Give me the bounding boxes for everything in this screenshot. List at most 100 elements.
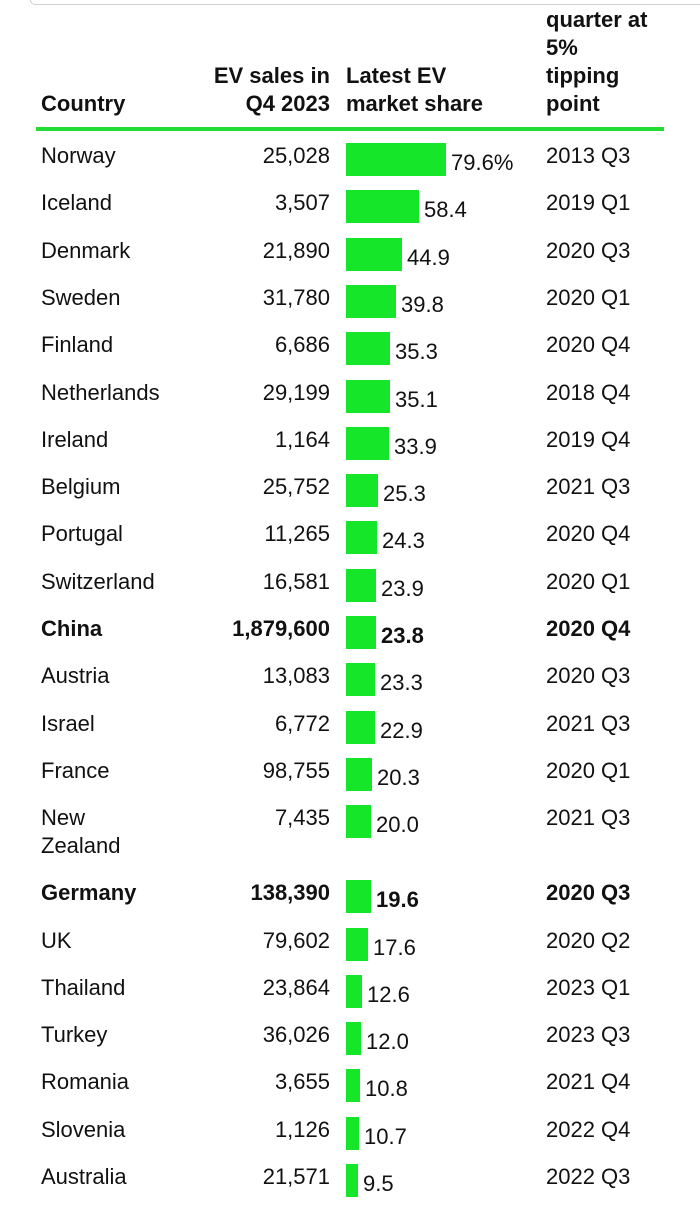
country-cell: New Zealand (41, 805, 121, 859)
tipping-point-cell: 2020 Q1 (546, 284, 631, 310)
country-cell: Austria (41, 663, 110, 689)
table-row: Australia 21,571 9.5 2022 Q3 (0, 1161, 700, 1208)
ev-sales-cell: 6,686 (274, 332, 330, 358)
ev-sales-cell: 1,164 (274, 426, 330, 452)
market-share-label: 10.8 (365, 1076, 408, 1102)
table-row: China 1,879,600 23.8 2020 Q4 (0, 613, 700, 660)
country-cell: UK (41, 927, 72, 953)
tipping-point-cell: 2013 Q3 (546, 143, 631, 168)
market-share-bar (346, 1164, 358, 1197)
market-share-label: 22.9 (380, 717, 423, 743)
market-share-label: 23.9 (381, 575, 424, 601)
market-share-label: 19.6 (376, 887, 419, 913)
tipping-point-cell: 2020 Q4 (546, 332, 631, 358)
tipping-point-cell: 2020 Q2 (546, 927, 631, 953)
market-share-bar (346, 663, 375, 697)
tipping-point-cell: 2019 Q1 (546, 190, 631, 216)
country-cell: Sweden (41, 284, 121, 310)
ev-sales-cell: 36,026 (262, 1022, 330, 1048)
market-share-bar (346, 190, 419, 224)
table-row: Switzerland 16,581 23.9 2020 Q1 (0, 566, 700, 613)
table-row: Denmark 21,890 44.9 2020 Q3 (0, 235, 700, 282)
market-share-bar (346, 521, 377, 555)
market-share-bar (346, 616, 376, 649)
market-share-label: 17.6 (373, 934, 416, 960)
ev-sales-cell: 138,390 (250, 880, 330, 906)
tipping-point-cell: 2020 Q4 (546, 616, 631, 641)
tipping-point-cell: 2019 Q4 (546, 426, 631, 452)
market-share-label: 58.4 (424, 197, 467, 223)
ev-sales-cell: 21,571 (262, 1164, 330, 1189)
table-row: Netherlands 29,199 35.1 2018 Q4 (0, 377, 700, 424)
country-cell: Belgium (41, 474, 121, 500)
table-row: Sweden 31,780 39.8 2020 Q1 (0, 282, 700, 329)
country-cell: Ireland (41, 426, 109, 452)
table-row: Romania 3,655 10.8 2021 Q4 (0, 1066, 700, 1113)
tipping-point-cell: 2021 Q3 (546, 474, 631, 500)
ev-sales-cell: 7,435 (274, 805, 330, 831)
market-share-bar (346, 805, 371, 839)
ev-sales-cell: 13,083 (262, 663, 330, 689)
country-cell: Romania (41, 1069, 130, 1095)
tipping-point-cell: 2023 Q3 (546, 1022, 631, 1048)
ev-sales-cell: 31,780 (262, 284, 330, 310)
market-share-label: 12.6 (367, 981, 410, 1007)
ev-sales-cell: 11,265 (264, 521, 330, 547)
country-cell: France (41, 757, 110, 783)
market-share-bar (346, 143, 446, 176)
market-share-bar (346, 1116, 359, 1150)
market-share-label: 10.7 (364, 1123, 407, 1149)
market-share-label: 23.8 (381, 623, 424, 648)
market-share-bar (346, 974, 362, 1008)
header-country: Country (41, 91, 126, 116)
country-cell: Norway (41, 143, 116, 168)
table-row: Austria 13,083 23.3 2020 Q3 (0, 660, 700, 707)
tipping-point-cell: 2022 Q3 (546, 1164, 631, 1189)
market-share-label: 20.3 (377, 764, 420, 790)
table-row: Israel 6,772 22.9 2021 Q3 (0, 708, 700, 755)
tipping-point-cell: 2020 Q3 (546, 237, 631, 263)
market-share-bar (346, 880, 371, 914)
country-cell: Turkey (41, 1022, 108, 1048)
market-share-label: 79.6% (451, 150, 514, 175)
ev-sales-cell: 98,755 (262, 757, 330, 783)
ev-sales-cell: 79,602 (262, 927, 330, 953)
country-cell: Slovenia (41, 1116, 126, 1142)
ev-sales-cell: 1,126 (274, 1116, 330, 1142)
tipping-point-cell: 2020 Q1 (546, 757, 631, 783)
country-cell: Netherlands (41, 379, 160, 405)
table-row: Finland 6,686 35.3 2020 Q4 (0, 329, 700, 376)
table-row: Thailand 23,864 12.6 2023 Q1 (0, 972, 700, 1019)
tipping-point-cell: 2021 Q3 (546, 805, 631, 831)
table-row: Germany 138,390 19.6 2020 Q3 (0, 877, 700, 924)
market-share-label: 25.3 (383, 481, 426, 507)
market-share-bar (346, 757, 372, 791)
table-row: Ireland 1,164 33.9 2019 Q4 (0, 424, 700, 471)
tipping-point-cell: 2021 Q4 (546, 1069, 631, 1095)
market-share-bar (346, 284, 396, 318)
ev-sales-cell: 1,879,600 (232, 616, 330, 641)
tipping-point-cell: 2023 Q1 (546, 974, 631, 1000)
market-share-bar (346, 379, 390, 413)
market-share-label: 35.3 (395, 339, 438, 365)
country-cell: Iceland (41, 190, 112, 216)
country-cell: Denmark (41, 237, 131, 263)
table-row: Norway 25,028 79.6% 2013 Q3 (0, 140, 700, 187)
market-share-bar (346, 474, 378, 508)
card-top-border (30, 0, 700, 5)
table-row: Belgium 25,752 25.3 2021 Q3 (0, 471, 700, 518)
header-ev-sales: EV sales in Q4 2023 (213, 63, 330, 116)
country-cell: Finland (41, 332, 114, 358)
ev-sales-cell: 25,028 (262, 143, 330, 168)
country-cell: Germany (41, 880, 137, 906)
market-share-label: 44.9 (407, 244, 450, 270)
country-cell: China (41, 616, 103, 641)
market-share-bar (346, 568, 376, 602)
country-cell: Australia (41, 1164, 127, 1189)
market-share-label: 20.0 (376, 812, 419, 838)
market-share-bar (346, 1069, 360, 1103)
country-cell: Thailand (41, 974, 126, 1000)
market-share-bar (346, 1022, 361, 1056)
header-rule (36, 127, 664, 131)
